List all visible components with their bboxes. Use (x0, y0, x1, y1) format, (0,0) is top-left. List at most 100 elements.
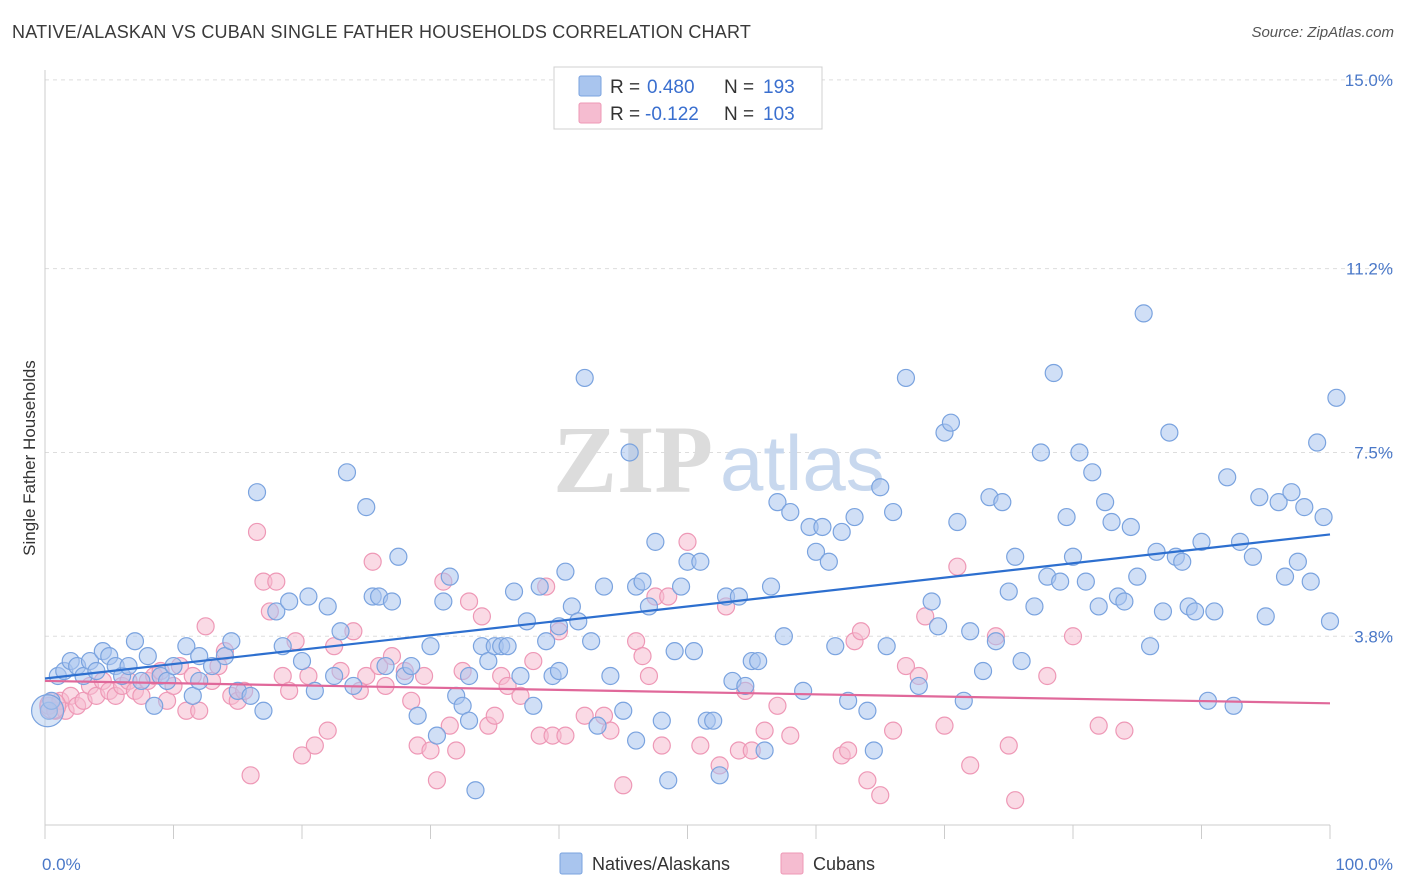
bottom-legend-swatch-natives (559, 852, 583, 875)
natives-point (459, 711, 479, 730)
natives-point (1115, 592, 1134, 611)
bottom-legend: Natives/Alaskans Cubans (559, 852, 875, 875)
natives-point (749, 651, 768, 671)
natives-point (292, 651, 312, 671)
natives-point (973, 661, 993, 681)
cubans-point (575, 706, 594, 725)
natives-point (755, 741, 774, 760)
natives-point (883, 502, 903, 522)
natives-point (588, 716, 607, 735)
natives-point (331, 622, 350, 641)
cubans-point (459, 592, 479, 611)
cubans-point (472, 607, 491, 626)
natives-point (466, 781, 485, 800)
cubans-point (858, 771, 877, 790)
natives-point (575, 368, 594, 388)
y-tick-label: 15.0% (1345, 71, 1393, 90)
natives-point (537, 632, 556, 651)
legend-n-label-1: N = (724, 77, 754, 98)
legend-n-value-1: 193 (763, 77, 795, 98)
cubans-point (196, 617, 215, 636)
natives-point (781, 502, 800, 522)
cubans-point (999, 736, 1018, 755)
natives-point (421, 637, 440, 656)
legend-r-label-2: R = (610, 104, 640, 125)
cubans-point (768, 696, 787, 715)
natives-point (1185, 602, 1205, 621)
natives-point (1173, 552, 1192, 571)
natives-point (1006, 547, 1025, 566)
cubans-point (871, 786, 890, 805)
natives-point (517, 612, 536, 631)
cubans-point (511, 686, 530, 705)
natives-point (1031, 443, 1050, 462)
natives-point (909, 676, 928, 696)
natives-point (1320, 612, 1340, 631)
cubans-point (280, 681, 299, 700)
natives-point (145, 696, 164, 715)
natives-point (858, 701, 877, 720)
natives-point (928, 617, 948, 636)
natives-point (1012, 651, 1031, 671)
bottom-legend-cubans: Cubans (813, 854, 875, 874)
natives-point (922, 592, 941, 611)
cubans-point (414, 666, 434, 686)
natives-point (382, 592, 402, 611)
natives-point (434, 592, 453, 611)
natives-point (389, 547, 408, 566)
cubans-point (839, 741, 858, 760)
cubans-point (440, 716, 459, 735)
natives-point (671, 577, 691, 596)
legend-r-value-1: 0.480 (647, 77, 695, 98)
natives-point (961, 622, 980, 641)
natives-point (999, 582, 1018, 601)
natives-point (1192, 532, 1211, 551)
natives-point (1230, 532, 1250, 551)
natives-point (119, 656, 138, 676)
natives-point (896, 368, 916, 388)
natives-point (1147, 542, 1166, 561)
natives-point (299, 587, 318, 606)
legend-r-label-1: R = (610, 77, 640, 98)
natives-point (768, 493, 787, 512)
cubans-point (755, 721, 774, 740)
cubans-point (357, 666, 376, 686)
cubans-point (292, 746, 312, 765)
natives-point (325, 666, 344, 686)
natives-point (845, 507, 864, 527)
natives-point (241, 686, 260, 705)
y-tick-label: 11.2% (1346, 260, 1393, 279)
natives-point (832, 522, 851, 542)
cubans-point (961, 756, 980, 775)
natives-point (1089, 597, 1108, 616)
cubans-point (1115, 721, 1134, 740)
cubans-point (524, 651, 543, 671)
natives-point (440, 567, 459, 586)
natives-point (357, 498, 376, 517)
natives-point (1121, 517, 1140, 537)
natives-point (1256, 607, 1275, 626)
cubans-point (851, 622, 871, 641)
natives-point (247, 483, 267, 502)
legend-swatch-cubans (578, 102, 602, 124)
natives-point (1076, 572, 1095, 591)
cubans-point (781, 726, 800, 745)
natives-point (941, 413, 961, 432)
trend-lines (44, 533, 1331, 705)
y-tick-label: 7.5% (1354, 443, 1393, 462)
natives-point (1063, 547, 1083, 566)
natives-point (601, 666, 620, 686)
cubans-point (1038, 666, 1057, 686)
legend-n-label-2: N = (724, 104, 754, 125)
natives-point (254, 701, 273, 720)
natives-point (408, 706, 427, 725)
natives-point (839, 691, 858, 710)
natives-point (659, 771, 678, 790)
cubans-point (883, 721, 903, 740)
natives-point (190, 671, 209, 691)
natives-point (318, 597, 337, 616)
chart-source: Source: ZipAtlas.com (1251, 24, 1394, 41)
natives-point (1288, 552, 1307, 571)
natives-point (646, 532, 665, 551)
